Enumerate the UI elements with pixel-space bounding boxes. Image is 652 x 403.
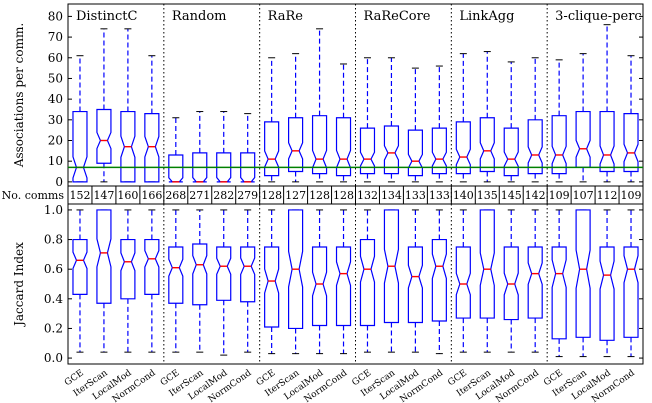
bottom-box: [72, 238, 88, 295]
count-value: 133: [429, 189, 450, 202]
bottom-ytick-label: 1.0: [44, 203, 63, 217]
top-box: [527, 119, 543, 175]
bottom-box: [407, 246, 423, 324]
group-label: DistinctC: [76, 9, 138, 24]
top-ytick-label: 50: [48, 71, 63, 85]
top-ytick-label: 20: [48, 134, 63, 148]
top-box: [192, 152, 208, 183]
count-value: 145: [501, 189, 522, 202]
top-ytick-label: 30: [48, 113, 63, 127]
bottom-box: [599, 246, 615, 341]
bottom-ylabel: Jaccard Index: [12, 242, 26, 328]
top-box: [623, 113, 639, 173]
bottom-box: [503, 246, 519, 321]
count-value: 166: [141, 189, 162, 202]
bottom-box: [575, 209, 591, 338]
top-box: [383, 125, 400, 175]
group-label: Random: [172, 9, 227, 24]
count-value: 271: [189, 189, 210, 202]
top-box: [216, 152, 232, 183]
bottom-ytick-label: 0.0: [44, 351, 63, 365]
top-panel-frame: [67, 3, 644, 187]
count-value: 142: [525, 189, 546, 202]
bottom-box: [479, 209, 495, 319]
count-value: 268: [165, 189, 186, 202]
bottom-box: [527, 246, 543, 319]
top-box: [335, 117, 352, 177]
bottom-box: [288, 209, 304, 330]
count-value: 128: [261, 189, 282, 202]
group-label: LinkAgg: [459, 9, 514, 24]
count-value: 160: [117, 189, 138, 202]
top-box: [599, 110, 615, 173]
count-value: 112: [597, 189, 618, 202]
count-value: 133: [405, 189, 426, 202]
top-box: [288, 117, 304, 173]
count-value: 152: [69, 189, 90, 202]
count-value: 147: [93, 189, 114, 202]
bottom-box: [455, 246, 471, 319]
top-ytick-label: 10: [48, 154, 63, 168]
group-label: RaReCore: [364, 9, 431, 24]
bottom-box: [96, 209, 112, 304]
bottom-box: [216, 246, 232, 301]
top-box: [144, 113, 160, 183]
top-box: [455, 121, 471, 175]
top-box: [503, 127, 519, 177]
bottom-box: [431, 238, 447, 322]
count-value: 132: [357, 189, 378, 202]
bottom-ytick-label: 0.8: [44, 233, 63, 247]
bottom-box: [144, 238, 160, 295]
bottom-box: [623, 246, 639, 338]
bottom-ytick-label: 0.4: [44, 292, 63, 306]
bottom-box: [168, 246, 184, 304]
group-label: RaRe: [268, 9, 304, 24]
bottom-box: [551, 246, 567, 340]
top-box: [264, 121, 280, 177]
top-box: [311, 115, 328, 175]
top-box: [168, 154, 184, 183]
top-box: [407, 129, 423, 177]
bottom-box: [359, 238, 376, 327]
top-box: [240, 152, 256, 183]
count-value: 109: [621, 189, 642, 202]
count-value: 128: [333, 189, 354, 202]
bottom-box: [264, 246, 280, 328]
count-value: 134: [381, 189, 402, 202]
count-value: 135: [477, 189, 498, 202]
bottom-box: [383, 209, 400, 324]
top-ytick-label: 80: [48, 9, 63, 23]
bottom-box: [240, 246, 256, 303]
count-value: 127: [285, 189, 306, 202]
count-value: 279: [237, 189, 258, 202]
bottom-box: [120, 238, 136, 300]
top-box: [96, 108, 112, 164]
count-value: 109: [549, 189, 570, 202]
top-box: [120, 110, 136, 183]
count-value: 107: [573, 189, 594, 202]
top-box: [551, 115, 567, 175]
count-value: 140: [453, 189, 474, 202]
bottom-box: [311, 246, 328, 327]
bottom-ytick-label: 0.2: [44, 321, 63, 335]
bottom-box: [335, 246, 352, 327]
top-ytick-label: 70: [48, 30, 63, 44]
top-box: [359, 127, 376, 175]
group-label: 3-clique-perc: [555, 9, 642, 24]
top-box: [575, 110, 591, 168]
top-ylabel: Associations per comm.: [12, 23, 26, 168]
count-value: 282: [213, 189, 234, 202]
top-box: [431, 127, 447, 175]
bottom-ytick-label: 0.6: [44, 262, 63, 276]
counts-row-label: No. comms: [2, 189, 65, 202]
top-ytick-label: 60: [48, 51, 63, 65]
top-ytick-label: 0: [55, 175, 63, 189]
count-value: 128: [309, 189, 330, 202]
top-box: [479, 117, 495, 173]
top-box: [72, 110, 88, 183]
top-ytick-label: 40: [48, 92, 63, 106]
bottom-box: [192, 243, 208, 306]
